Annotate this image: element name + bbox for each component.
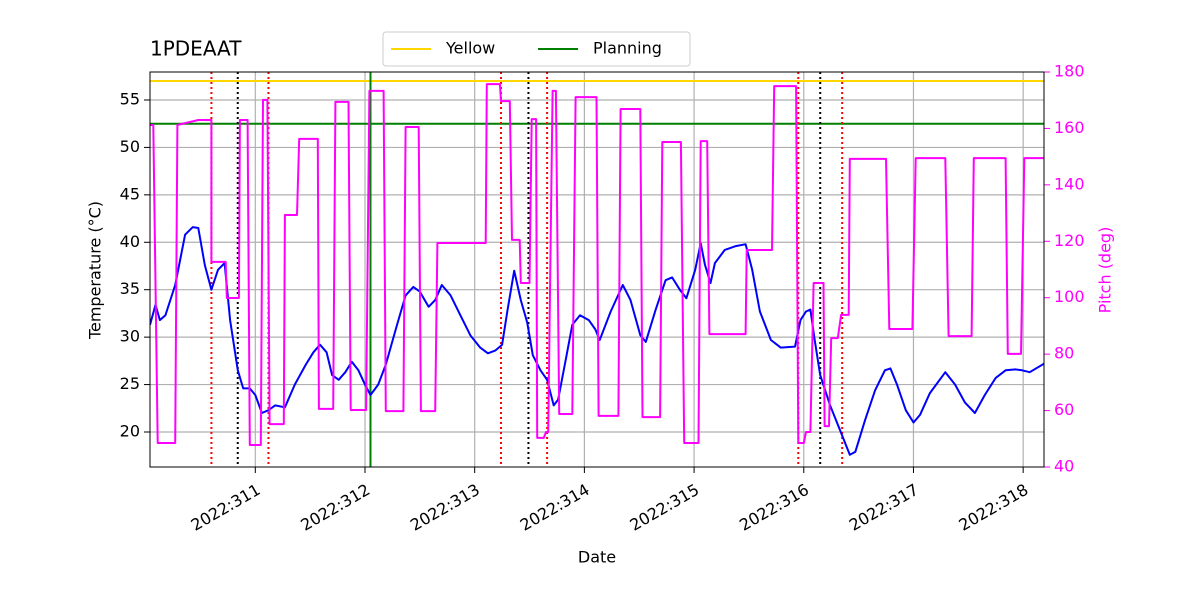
series-line <box>150 83 1044 446</box>
y2-tick-label: 60 <box>1054 400 1074 419</box>
x-axis-label: Date <box>578 548 616 567</box>
y2-tick-label: 160 <box>1054 118 1085 137</box>
x-tick-label: 2022:318 <box>956 480 1032 535</box>
series-line <box>150 226 1044 456</box>
legend-label: Yellow <box>445 39 495 58</box>
x-tick-label: 2022:316 <box>736 480 812 535</box>
legend-box <box>382 31 691 67</box>
x-tick-label: 2022:317 <box>846 480 922 535</box>
y2-tick-label: 180 <box>1054 62 1085 81</box>
y-axis-label: Temperature (°C) <box>86 201 105 340</box>
y-tick-label: 20 <box>120 421 140 440</box>
y2-tick-label: 100 <box>1054 287 1085 306</box>
x-tick-label: 2022:315 <box>626 480 702 535</box>
y-tick-label: 45 <box>120 184 140 203</box>
y2-tick-label: 140 <box>1054 174 1085 193</box>
chart-title: 1PDEAAT <box>150 37 242 61</box>
y-tick-label: 30 <box>120 327 140 346</box>
y2-tick-label: 120 <box>1054 231 1085 250</box>
y2-tick-label: 80 <box>1054 344 1074 363</box>
y-tick-label: 55 <box>120 89 140 108</box>
plot-area <box>150 72 1044 467</box>
x-tick-label: 2022:314 <box>517 480 593 535</box>
plot-frame <box>149 71 1045 468</box>
y2-tick-label: 40 <box>1054 457 1074 476</box>
legend-label: Planning <box>593 39 662 58</box>
axes: 2022:311 2022:312 2022:313 2022:314 2022:315… <box>120 31 1085 535</box>
y-tick-label: 40 <box>120 232 140 251</box>
x-tick-label: 2022:312 <box>297 480 373 535</box>
y2-axis-label: Pitch (deg) <box>1096 227 1115 314</box>
x-tick-label: 2022:313 <box>407 480 483 535</box>
y-tick-label: 35 <box>120 279 140 298</box>
y-tick-label: 50 <box>120 137 140 156</box>
x-tick-label: 2022:311 <box>188 480 264 535</box>
y-tick-label: 25 <box>120 374 140 393</box>
